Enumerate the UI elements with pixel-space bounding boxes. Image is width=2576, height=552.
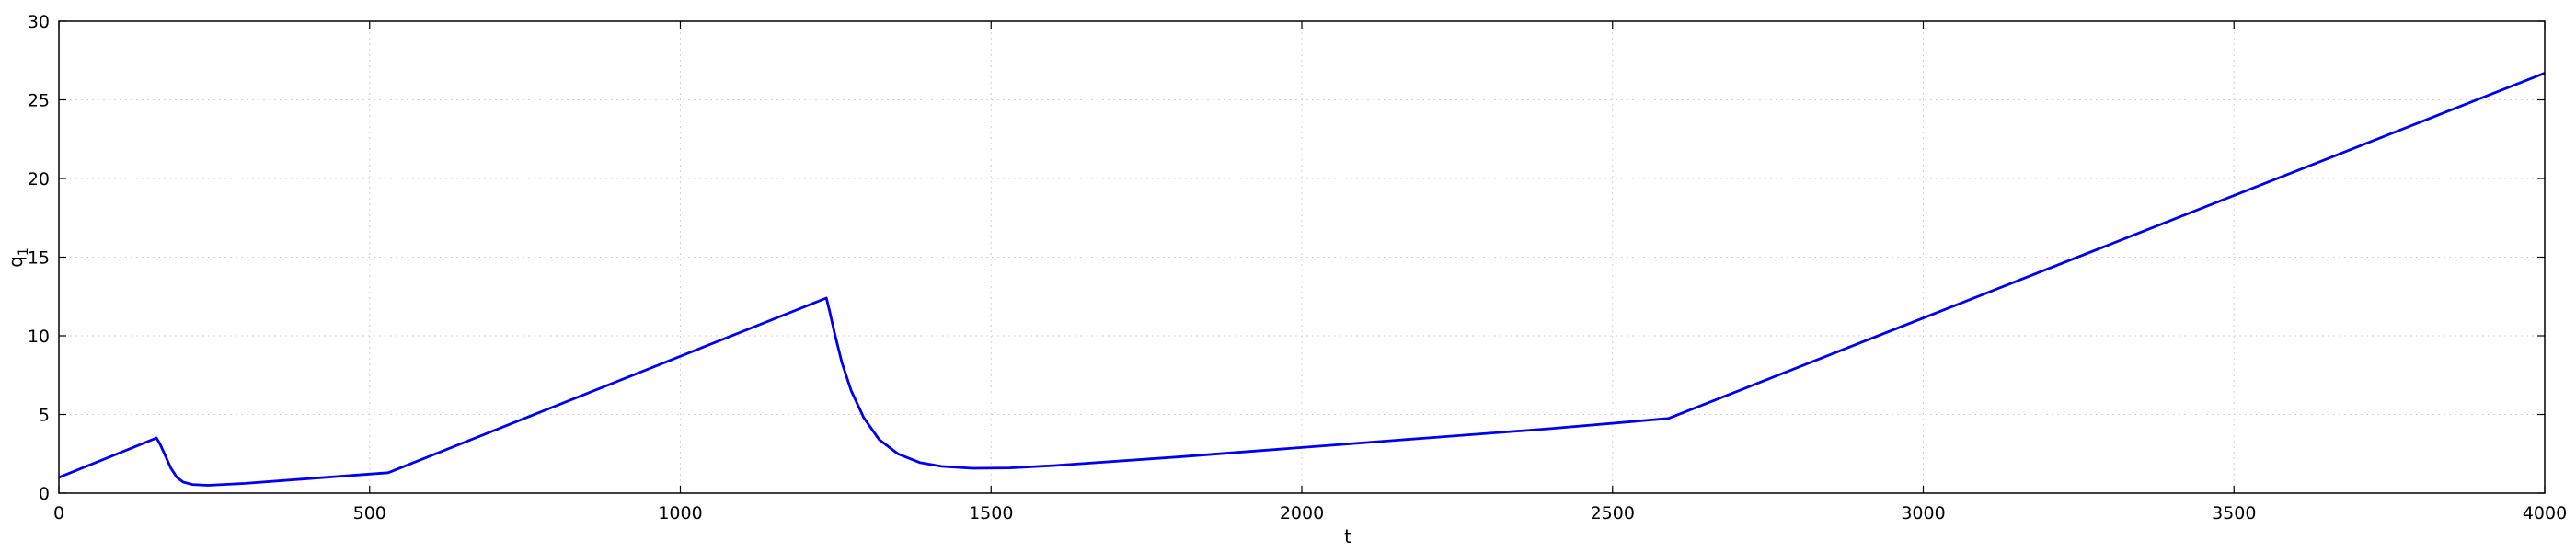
y-tick-label: 5 (39, 406, 50, 426)
x-tick-label: 3500 (2212, 503, 2256, 523)
y-tick-label: 0 (39, 484, 50, 504)
y-tick-label: 30 (28, 12, 50, 32)
x-tick-label: 0 (53, 503, 64, 523)
y-tick-label: 10 (28, 327, 50, 347)
series-line-1 (58, 72, 2546, 487)
x-tick-label: 2000 (1280, 503, 1324, 523)
y-tick-labels: 0 5 10 15 20 25 30 (28, 12, 50, 504)
x-axis-label: t (1344, 525, 1351, 547)
x-tick-label: 1000 (658, 503, 702, 523)
y-tick-label: 25 (28, 91, 50, 111)
plot-frame (58, 20, 2546, 494)
y-axis-label: q (5, 256, 27, 268)
x-tick-label: 500 (353, 503, 386, 523)
x-tick-label: 1500 (969, 503, 1013, 523)
y-tick-label: 15 (28, 248, 50, 269)
svg-text:q1: q1 (5, 247, 31, 268)
x-tick-label: 3000 (1901, 503, 1945, 523)
x-tick-label: 4000 (2523, 503, 2567, 523)
series-layer (58, 72, 2546, 487)
y-axis-label-subscript: 1 (17, 247, 31, 256)
x-tick-labels: 0 500 1000 1500 2000 2500 3000 3500 4000 (53, 503, 2567, 523)
x-tick-label: 2500 (1591, 503, 1635, 523)
grid-lines (59, 21, 2545, 493)
y-tick-label: 20 (28, 169, 50, 190)
y-axis-label-group: q1 (5, 247, 31, 268)
